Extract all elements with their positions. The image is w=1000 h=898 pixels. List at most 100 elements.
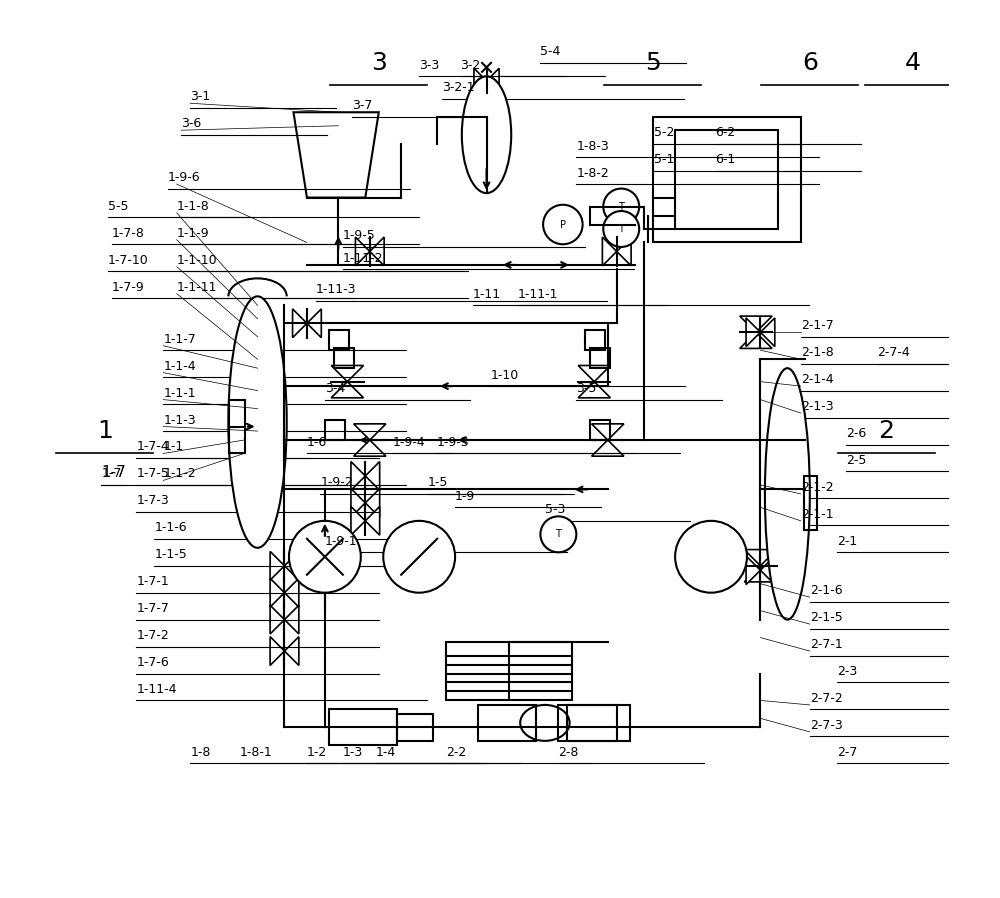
Polygon shape xyxy=(354,424,386,440)
Polygon shape xyxy=(474,68,487,93)
Text: 2-7-2: 2-7-2 xyxy=(810,692,843,705)
Text: 1-4: 1-4 xyxy=(376,746,396,759)
Text: 2-7-1: 2-7-1 xyxy=(810,638,843,651)
Ellipse shape xyxy=(462,76,511,193)
Text: 1-1-10: 1-1-10 xyxy=(177,254,217,267)
Bar xyxy=(446,642,572,700)
Text: 1-1-8: 1-1-8 xyxy=(177,200,209,213)
Text: 3-1: 3-1 xyxy=(190,91,210,103)
Text: 1-5: 1-5 xyxy=(428,477,449,489)
Polygon shape xyxy=(760,556,775,585)
Text: 1-1-7: 1-1-7 xyxy=(163,333,196,346)
Bar xyxy=(675,130,778,229)
Polygon shape xyxy=(331,382,364,398)
Text: 1-8-1: 1-8-1 xyxy=(240,746,272,759)
Polygon shape xyxy=(760,318,775,347)
Text: 1-9: 1-9 xyxy=(455,490,475,503)
Text: 2-1-2: 2-1-2 xyxy=(801,481,833,494)
Text: 1-9-1: 1-9-1 xyxy=(325,535,358,548)
Text: T: T xyxy=(618,201,624,212)
Text: 1-9-5: 1-9-5 xyxy=(343,230,376,242)
Bar xyxy=(334,348,354,368)
Text: 5: 5 xyxy=(645,51,661,75)
Text: 1-1-6: 1-1-6 xyxy=(154,522,187,534)
Text: 3-6: 3-6 xyxy=(181,118,201,130)
Text: 2-1-5: 2-1-5 xyxy=(810,612,843,624)
Text: 5-1: 5-1 xyxy=(654,154,675,166)
Text: 1-8: 1-8 xyxy=(190,746,211,759)
Polygon shape xyxy=(744,566,777,582)
Text: 1-1-3: 1-1-3 xyxy=(163,414,196,427)
Text: 1: 1 xyxy=(97,419,113,443)
Text: 2: 2 xyxy=(878,419,894,443)
Circle shape xyxy=(540,516,576,552)
Text: 1-7-4: 1-7-4 xyxy=(136,441,169,453)
Text: 2-1-1: 2-1-1 xyxy=(801,508,833,521)
Text: 1-11-3: 1-11-3 xyxy=(316,284,356,296)
Text: 5-4: 5-4 xyxy=(540,46,561,58)
Text: 3-2: 3-2 xyxy=(460,59,480,72)
Text: 4: 4 xyxy=(905,51,921,75)
Text: 2-1-8: 2-1-8 xyxy=(801,347,834,359)
Polygon shape xyxy=(578,382,610,398)
Bar xyxy=(804,476,817,530)
Polygon shape xyxy=(740,332,772,348)
Text: 1-11-1: 1-11-1 xyxy=(518,288,558,301)
Bar xyxy=(397,714,433,741)
Polygon shape xyxy=(740,316,772,332)
Polygon shape xyxy=(617,237,631,266)
Text: 2-1-7: 2-1-7 xyxy=(801,320,834,332)
Bar xyxy=(585,330,605,350)
Polygon shape xyxy=(592,440,624,456)
Text: 1-3: 1-3 xyxy=(343,746,363,759)
Polygon shape xyxy=(746,318,760,347)
Polygon shape xyxy=(487,68,499,93)
Text: T: T xyxy=(618,224,624,234)
Bar xyxy=(567,705,630,741)
Polygon shape xyxy=(284,578,299,607)
Polygon shape xyxy=(365,462,380,490)
Text: 6-1: 6-1 xyxy=(716,154,736,166)
Ellipse shape xyxy=(765,368,810,620)
Text: 1-1: 1-1 xyxy=(163,441,184,453)
Polygon shape xyxy=(365,489,380,517)
Circle shape xyxy=(603,189,639,224)
Text: 2-6: 2-6 xyxy=(846,427,866,440)
Text: 1-7-10: 1-7-10 xyxy=(108,254,148,267)
Text: 2-8: 2-8 xyxy=(558,746,579,759)
Text: 1-7-9: 1-7-9 xyxy=(112,281,145,294)
Text: 1-7-6: 1-7-6 xyxy=(136,656,169,669)
Text: 1-1-2: 1-1-2 xyxy=(163,468,196,480)
Bar xyxy=(590,420,610,440)
Text: 1-11: 1-11 xyxy=(473,288,501,301)
Text: 1-1-1: 1-1-1 xyxy=(163,387,196,400)
Bar xyxy=(590,348,610,368)
Bar xyxy=(325,420,345,440)
Text: 1-9-6: 1-9-6 xyxy=(168,172,200,184)
Polygon shape xyxy=(592,424,624,440)
Text: 3-4: 3-4 xyxy=(325,383,345,395)
Text: 2-3: 2-3 xyxy=(837,665,857,678)
Text: P: P xyxy=(560,219,566,230)
Circle shape xyxy=(675,521,747,593)
Text: 2-2: 2-2 xyxy=(446,746,466,759)
Text: 3-2-1: 3-2-1 xyxy=(442,82,474,94)
Text: 3: 3 xyxy=(371,51,387,75)
Polygon shape xyxy=(270,605,284,634)
Polygon shape xyxy=(351,462,365,490)
Text: 1-9-2: 1-9-2 xyxy=(320,477,353,489)
Polygon shape xyxy=(284,605,299,634)
Text: 1-2: 1-2 xyxy=(307,746,327,759)
Text: 1-1-11: 1-1-11 xyxy=(177,281,217,294)
Polygon shape xyxy=(284,637,299,665)
Text: 5-5: 5-5 xyxy=(108,200,128,213)
Polygon shape xyxy=(355,237,370,266)
Polygon shape xyxy=(284,551,299,580)
Text: 1-8-2: 1-8-2 xyxy=(576,167,609,180)
Polygon shape xyxy=(351,506,365,535)
Polygon shape xyxy=(270,637,284,665)
Bar xyxy=(229,400,245,453)
Polygon shape xyxy=(578,365,610,382)
Text: 1-6: 1-6 xyxy=(307,436,327,449)
Text: 1-7-8: 1-7-8 xyxy=(112,227,145,240)
